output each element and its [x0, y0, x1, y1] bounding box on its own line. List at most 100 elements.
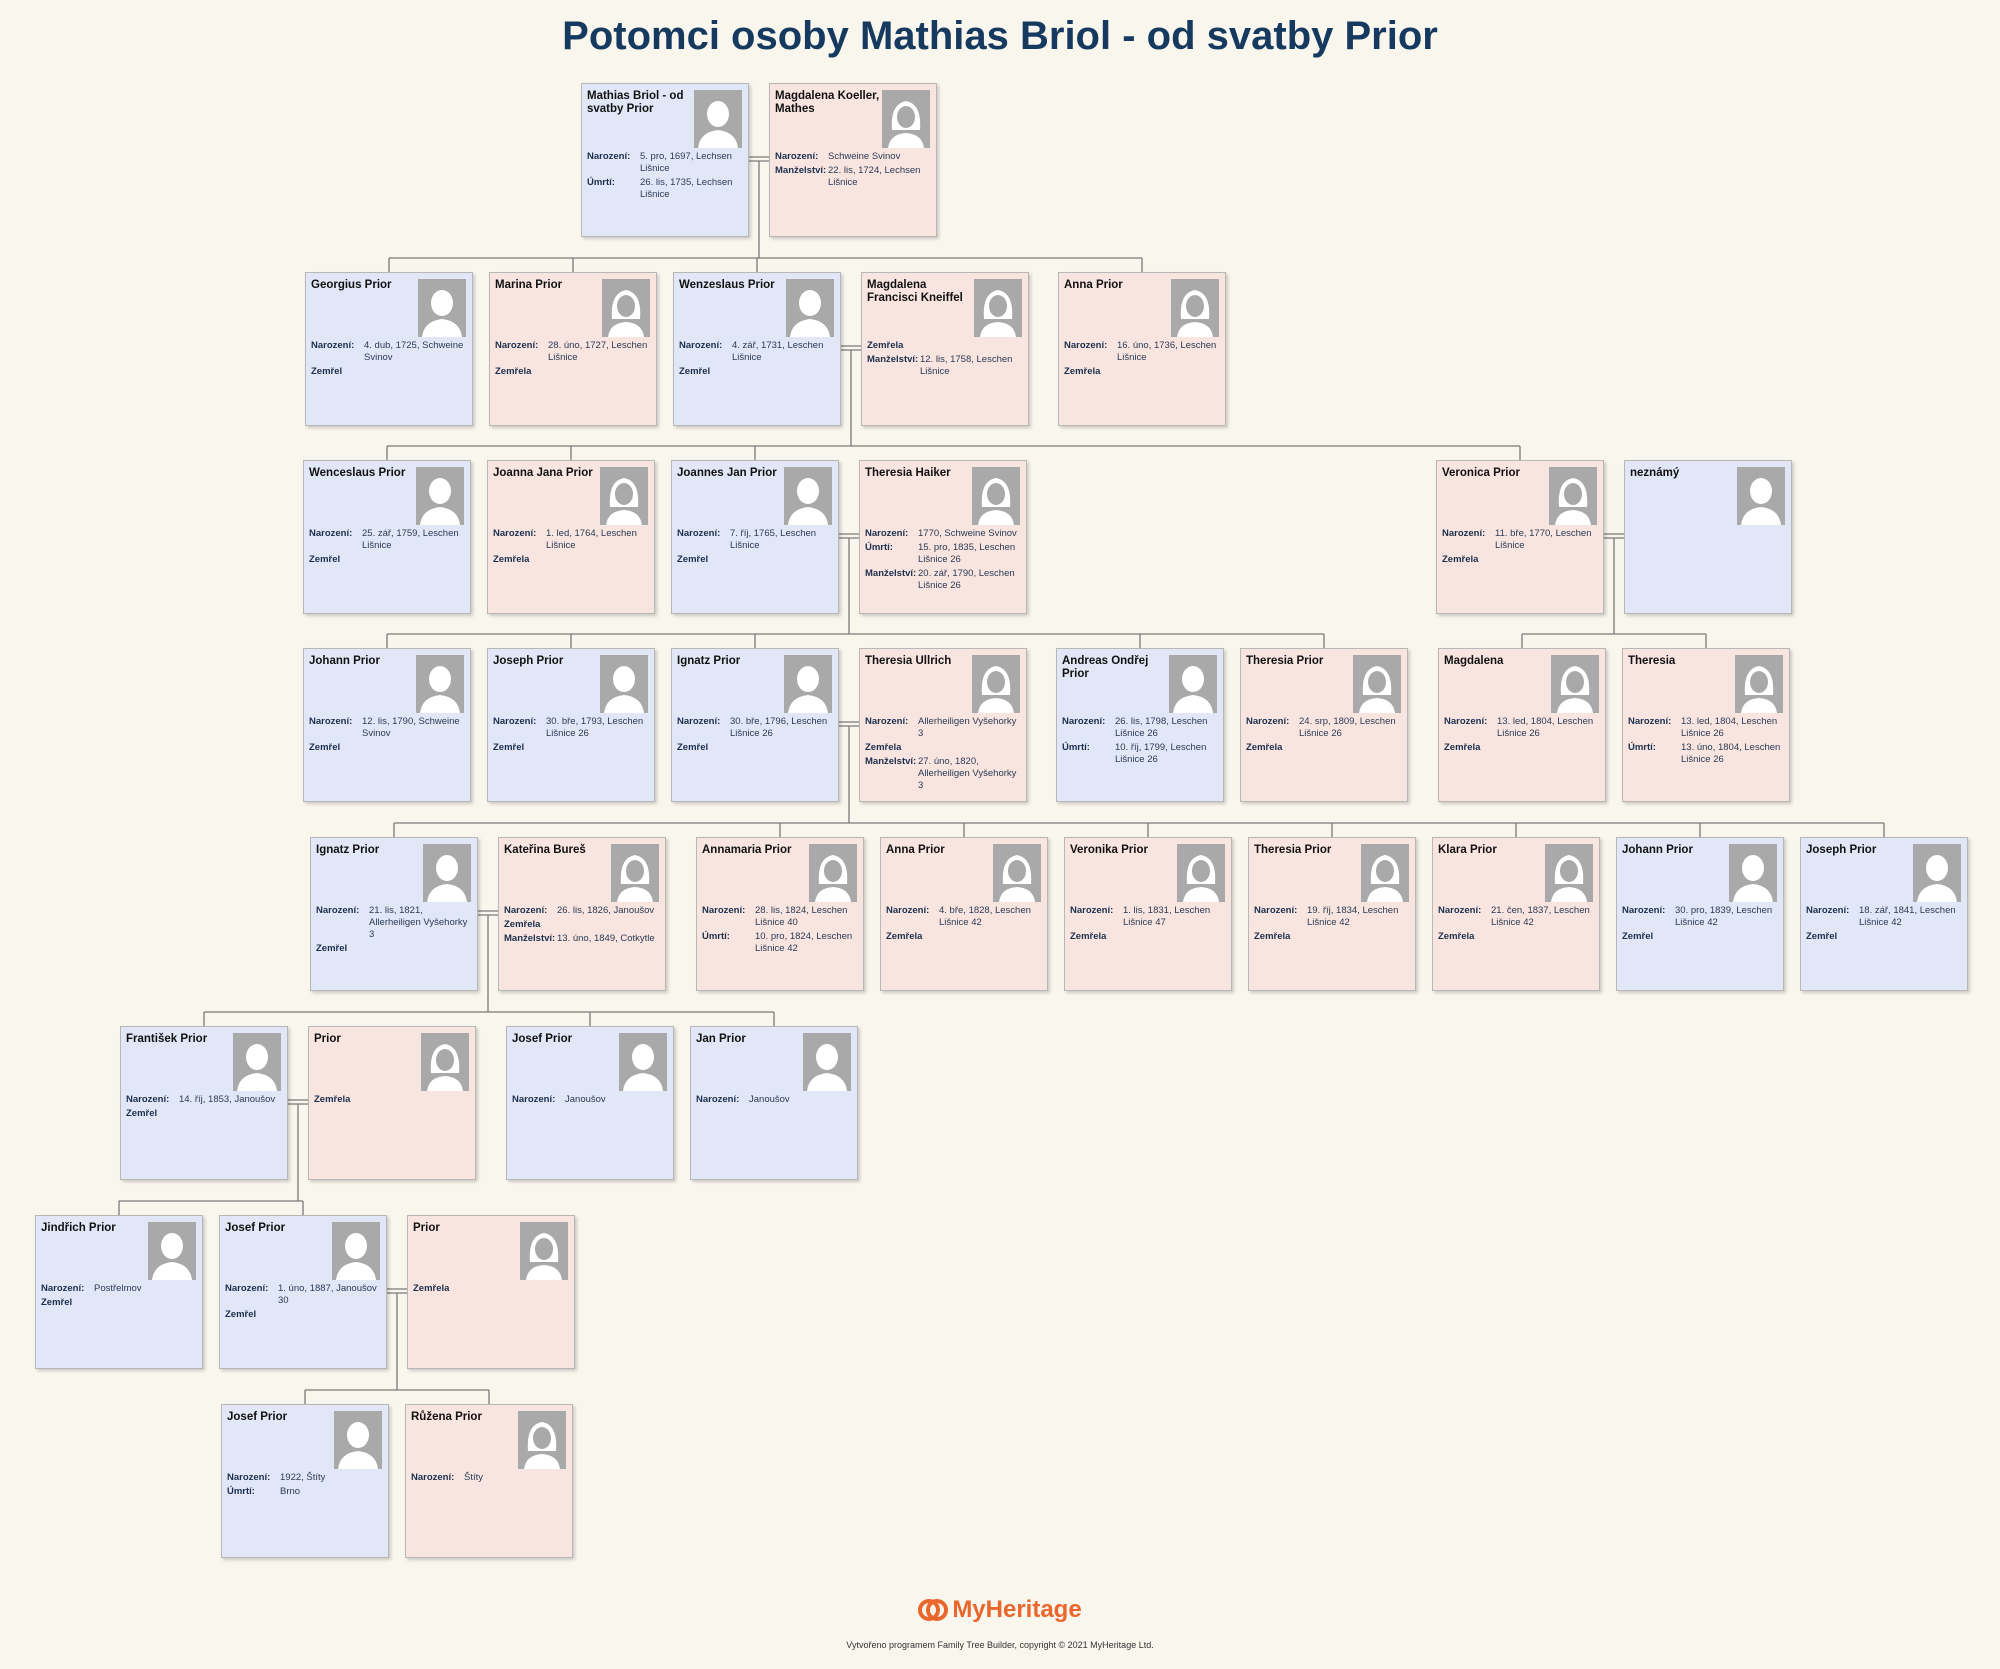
- fact-label: Narození:: [504, 905, 548, 916]
- fact-label: Narození:: [316, 905, 360, 916]
- fact-value: [1307, 931, 1411, 943]
- person-name: Johann Prior: [1622, 844, 1693, 856]
- person-card-ignatz1[interactable]: Ignatz Prior Narození: 30. bře, 1796, Lesc…: [671, 648, 839, 802]
- person-card-anna2[interactable]: Anna Prior Narození: 4. bře, 1828, Leschen…: [880, 837, 1048, 991]
- fact-row: Úmrtí: 10. říj, 1799, Leschen Lišnice 26: [1062, 742, 1219, 766]
- person-card-ignatz2[interactable]: Ignatz Prior Narození: 21. lis, 1821, Alle…: [310, 837, 478, 991]
- person-card-magdalena-f[interactable]: Magdalena Francisci Kneiffel Zemřela Manže…: [861, 272, 1029, 426]
- person-card-annamaria[interactable]: Annamaria Prior Narození: 28. lis, 1824, L…: [696, 837, 864, 991]
- person-name: Johann Prior: [309, 655, 380, 667]
- female-avatar-icon: [1735, 655, 1783, 713]
- male-avatar-icon: [786, 279, 834, 337]
- person-card-josef3[interactable]: Josef Prior Narození: 1922, Štíty Úmrtí: Brn…: [221, 1404, 389, 1558]
- fact-row: Zemřel: [311, 366, 468, 378]
- person-card-klara[interactable]: Klara Prior Narození: 21. čen, 1837, Lesch…: [1432, 837, 1600, 991]
- fact-value: [367, 1094, 471, 1106]
- myheritage-logo: MyHeritage: [0, 1596, 2000, 1630]
- fact-label: Narození:: [1628, 716, 1672, 727]
- person-card-magdalena-k[interactable]: Magdalena Koeller, Mathes Narození: Schwei…: [769, 83, 937, 237]
- fact-value: Allerheiligen Vyšehorky 3: [918, 716, 1017, 739]
- person-card-jan[interactable]: Jan Prior Narození: Janoušov: [690, 1026, 858, 1180]
- fact-label: Zemřela: [865, 742, 902, 753]
- person-card-ruzena[interactable]: Růžena Prior Narození: Štíty: [405, 1404, 573, 1558]
- fact-label: Zemřela: [1070, 931, 1107, 942]
- fact-value: [1675, 931, 1779, 943]
- person-card-jindrich[interactable]: Jindřich Prior Narození: Postřelmov Zemřel: [35, 1215, 203, 1369]
- fact-label: Narození:: [1442, 528, 1486, 539]
- person-name: Kateřina Bureš: [504, 844, 586, 856]
- person-card-wenzeslaus[interactable]: Wenzeslaus Prior Narození: 4. zář, 1731, L…: [673, 272, 841, 426]
- fact-label: Narození:: [775, 151, 819, 162]
- person-facts: Narození: 28. úno, 1727, Leschen Lišnice Z…: [495, 340, 652, 380]
- fact-row: Zemřela: [1246, 742, 1403, 754]
- fact-value: 1770, Schweine Svinov: [918, 528, 1017, 539]
- person-card-joanna[interactable]: Joanna Jana Prior Narození: 1. led, 1764, …: [487, 460, 655, 614]
- person-card-josef1[interactable]: Josef Prior Narození: Janoušov: [506, 1026, 674, 1180]
- person-card-anna1[interactable]: Anna Prior Narození: 16. úno, 1736, Lesche…: [1058, 272, 1226, 426]
- fact-row: Narození: Štíty: [411, 1472, 568, 1484]
- female-avatar-icon: [1177, 844, 1225, 902]
- person-facts: Narození: 11. bře, 1770, Leschen Lišnice Z…: [1442, 528, 1599, 568]
- female-avatar-icon: [972, 467, 1020, 525]
- person-facts: Narození: 21. čen, 1837, Leschen Lišnice …: [1438, 905, 1595, 945]
- person-card-veronica[interactable]: Veronica Prior Narození: 11. bře, 1770, Le…: [1436, 460, 1604, 614]
- person-card-joannes[interactable]: Joannes Jan Prior Narození: 7. říj, 1765, …: [671, 460, 839, 614]
- fact-label: Narození:: [126, 1094, 170, 1105]
- fact-value: 22. lis, 1724, Lechsen Lišnice: [828, 165, 921, 188]
- person-card-prior-w1[interactable]: Prior Zemřela: [308, 1026, 476, 1180]
- fact-row: Narození: 1. lis, 1831, Leschen Lišnice 4…: [1070, 905, 1227, 929]
- fact-label: Narození:: [1246, 716, 1290, 727]
- person-card-johann1[interactable]: Johann Prior Narození: 12. lis, 1790, Schw…: [303, 648, 471, 802]
- person-card-josef2[interactable]: Josef Prior Narození: 1. úno, 1887, Janouš…: [219, 1215, 387, 1369]
- person-name: Theresia Prior: [1246, 655, 1324, 667]
- person-name: Anna Prior: [1064, 279, 1123, 291]
- fact-label: Narození:: [1062, 716, 1106, 727]
- fact-label: Zemřel: [311, 366, 343, 377]
- fact-row: Narození: Schweine Svinov: [775, 151, 932, 163]
- person-facts: Narození: Janoušov: [512, 1094, 669, 1108]
- fact-row: Narození: 26. lis, 1826, Janoušov: [504, 905, 661, 917]
- fact-value: 15. pro, 1835, Leschen Lišnice 26: [918, 542, 1016, 565]
- person-card-theresia3[interactable]: Theresia Narození: 13. led, 1804, Leschen …: [1622, 648, 1790, 802]
- male-avatar-icon: [332, 1222, 380, 1280]
- person-card-neznamy[interactable]: neznámý: [1624, 460, 1792, 614]
- fact-label: Manželství:: [865, 756, 917, 767]
- person-facts: Narození: 13. led, 1804, Leschen Lišnice …: [1628, 716, 1785, 768]
- person-card-prior-w2[interactable]: Prior Zemřela: [407, 1215, 575, 1369]
- person-card-theresia-h[interactable]: Theresia Haiker Narození: 1770, Schweine S…: [859, 460, 1027, 614]
- fact-row: Manželství: 20. zář, 1790, Leschen Lišnic…: [865, 568, 1022, 592]
- person-card-theresia-p[interactable]: Theresia Prior Narození: 24. srp, 1809, Le…: [1240, 648, 1408, 802]
- person-card-frantisek[interactable]: František Prior Narození: 14. říj, 1853, J…: [120, 1026, 288, 1180]
- person-card-andreas[interactable]: Andreas Ondřej Prior Narození: 26. lis, 17…: [1056, 648, 1224, 802]
- person-name: Josef Prior: [225, 1222, 286, 1234]
- fact-value: [548, 366, 652, 378]
- person-card-joseph1[interactable]: Joseph Prior Narození: 30. bře, 1793, Lesc…: [487, 648, 655, 802]
- person-card-wenceslaus[interactable]: Wenceslaus Prior Narození: 25. zář, 1759, …: [303, 460, 471, 614]
- person-card-magdalena3[interactable]: Magdalena Narození: 13. led, 1804, Leschen…: [1438, 648, 1606, 802]
- fact-row: Narození: 21. čen, 1837, Leschen Lišnice …: [1438, 905, 1595, 929]
- person-card-johann2[interactable]: Johann Prior Narození: 30. pro, 1839, Lesc…: [1616, 837, 1784, 991]
- fact-value: 30. pro, 1839, Leschen Lišnice 42: [1675, 905, 1773, 928]
- person-facts: Narození: 12. lis, 1790, Schweine Svinov Z…: [309, 716, 466, 756]
- person-name: Magdalena: [1444, 655, 1504, 667]
- female-avatar-icon: [1549, 467, 1597, 525]
- person-facts: Narození: 21. lis, 1821, Allerheiligen Vy…: [316, 905, 473, 957]
- person-card-joseph2[interactable]: Joseph Prior Narození: 18. zář, 1841, Lesc…: [1800, 837, 1968, 991]
- person-card-georgius[interactable]: Georgius Prior Narození: 4. dub, 1725, Sch…: [305, 272, 473, 426]
- person-card-theresia-u[interactable]: Theresia Ullrich Narození: Allerheiligen V…: [859, 648, 1027, 802]
- person-facts: Narození: 24. srp, 1809, Leschen Lišnice …: [1246, 716, 1403, 756]
- person-facts: Narození: 30. pro, 1839, Leschen Lišnice …: [1622, 905, 1779, 945]
- fact-value: 13. led, 1804, Leschen Lišnice 26: [1681, 716, 1778, 739]
- person-card-katerina[interactable]: Kateřina Bureš Narození: 26. lis, 1826, Ja…: [498, 837, 666, 991]
- fact-row: Narození: 14. říj, 1853, Janoušov: [126, 1094, 283, 1106]
- person-card-mathias[interactable]: Mathias Briol - od svatby Prior Narození:…: [581, 83, 749, 237]
- fact-row: Zemřela: [865, 742, 1022, 754]
- person-card-theresia4[interactable]: Theresia Prior Narození: 19. říj, 1834, Le…: [1248, 837, 1416, 991]
- person-name: Theresia Ullrich: [865, 655, 952, 667]
- person-card-veronika[interactable]: Veronika Prior Narození: 1. lis, 1831, Les…: [1064, 837, 1232, 991]
- fact-value: 30. bře, 1796, Leschen Lišnice 26: [730, 716, 828, 739]
- fact-label: Narození:: [865, 716, 909, 727]
- fact-label: Zemřel: [309, 742, 341, 753]
- person-card-marina[interactable]: Marina Prior Narození: 28. úno, 1727, Lesc…: [489, 272, 657, 426]
- fact-value: 12. lis, 1790, Schweine Svinov: [362, 716, 460, 739]
